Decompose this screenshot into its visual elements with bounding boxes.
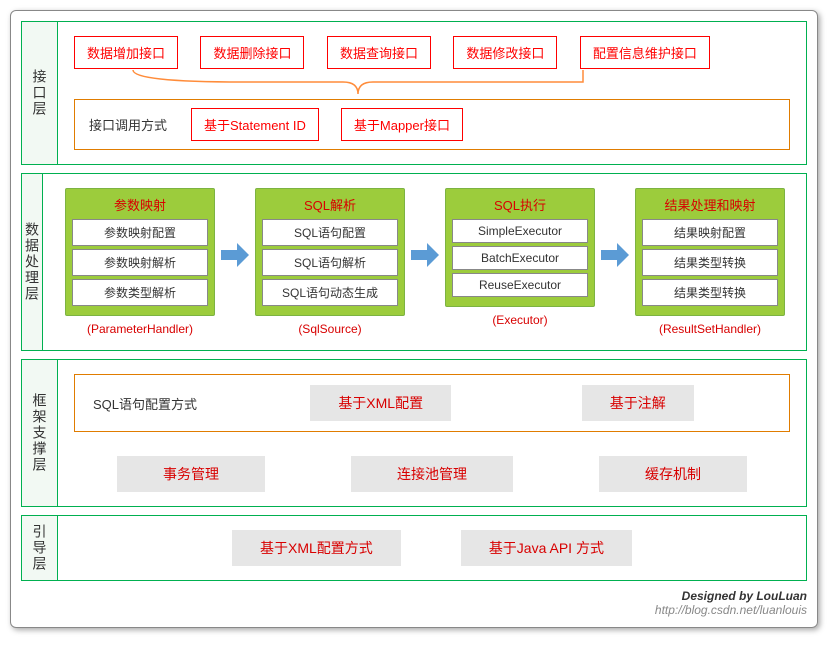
- bootstrap-row: 基于XML配置方式 基于Java API 方式: [74, 530, 790, 566]
- layer-bootstrap-label: 引导层: [22, 516, 58, 580]
- proc-title-0: 参数映射: [72, 195, 208, 214]
- feature-tx: 事务管理: [117, 456, 265, 492]
- bootstrap-xml: 基于XML配置方式: [232, 530, 401, 566]
- brace-connector: [128, 68, 588, 96]
- layer-support-label: 框架支撑层: [22, 360, 58, 506]
- proc-item: 结果类型转换: [642, 249, 778, 276]
- support-features-row: 事务管理 连接池管理 缓存机制: [74, 456, 790, 492]
- api-add: 数据增加接口: [74, 36, 178, 69]
- proc-item: BatchExecutor: [452, 246, 588, 270]
- proc-title-2: SQL执行: [452, 195, 588, 214]
- layer-interface-label: 接口层: [22, 22, 58, 164]
- arrow-icon: [411, 243, 439, 267]
- api-config: 配置信息维护接口: [580, 36, 710, 69]
- proc-item: SQL语句动态生成: [262, 279, 398, 306]
- api-delete: 数据删除接口: [200, 36, 304, 69]
- api-row: 数据增加接口 数据删除接口 数据查询接口 数据修改接口 配置信息维护接口: [74, 36, 790, 69]
- footer: Designed by LouLuan http://blog.csdn.net…: [21, 589, 807, 617]
- call-statement-id: 基于Statement ID: [191, 108, 319, 141]
- proc-title-3: 结果处理和映射: [642, 195, 778, 214]
- proc-col-sqlparse: SQL解析 SQL语句配置 SQL语句解析 SQL语句动态生成 (SqlSour…: [249, 188, 411, 336]
- proc-col-result: 结果处理和映射 结果映射配置 结果类型转换 结果类型转换 (ResultSetH…: [629, 188, 791, 336]
- sql-config-xml: 基于XML配置: [310, 385, 451, 421]
- proc-item: 参数类型解析: [72, 279, 208, 306]
- proc-title-1: SQL解析: [262, 195, 398, 214]
- proc-item: SQL语句解析: [262, 249, 398, 276]
- footer-author: Designed by LouLuan: [21, 589, 807, 603]
- proc-col-sqlexec: SQL执行 SimpleExecutor BatchExecutor Reuse…: [439, 188, 601, 327]
- feature-pool: 连接池管理: [351, 456, 513, 492]
- proc-item: SQL语句配置: [262, 219, 398, 246]
- proc-item: 结果映射配置: [642, 219, 778, 246]
- proc-col-param: 参数映射 参数映射配置 参数映射解析 参数类型解析 (ParameterHand…: [59, 188, 221, 336]
- proc-item: SimpleExecutor: [452, 219, 588, 243]
- sql-config-anno: 基于注解: [582, 385, 694, 421]
- proc-item: 参数映射配置: [72, 219, 208, 246]
- proc-caption-0: (ParameterHandler): [87, 322, 193, 336]
- proc-item: ReuseExecutor: [452, 273, 588, 297]
- arrow-icon: [221, 243, 249, 267]
- call-method-label: 接口调用方式: [75, 105, 181, 144]
- proc-caption-1: (SqlSource): [298, 322, 361, 336]
- api-query: 数据查询接口: [327, 36, 431, 69]
- proc-item: 参数映射解析: [72, 249, 208, 276]
- proc-caption-3: (ResultSetHandler): [659, 322, 761, 336]
- call-method-box: 接口调用方式 基于Statement ID 基于Mapper接口: [74, 99, 790, 150]
- arrow-icon: [601, 243, 629, 267]
- feature-cache: 缓存机制: [599, 456, 747, 492]
- api-update: 数据修改接口: [453, 36, 557, 69]
- layer-support: 框架支撑层 SQL语句配置方式 基于XML配置 基于注解 事务管理 连接池管理 …: [21, 359, 807, 507]
- layer-interface: 接口层 数据增加接口 数据删除接口 数据查询接口 数据修改接口 配置信息维护接口…: [21, 21, 807, 165]
- layer-bootstrap: 引导层 基于XML配置方式 基于Java API 方式: [21, 515, 807, 581]
- bootstrap-java: 基于Java API 方式: [461, 530, 632, 566]
- footer-url: http://blog.csdn.net/luanlouis: [21, 603, 807, 617]
- proc-caption-2: (Executor): [492, 313, 547, 327]
- proc-item: 结果类型转换: [642, 279, 778, 306]
- processing-row: 参数映射 参数映射配置 参数映射解析 参数类型解析 (ParameterHand…: [59, 188, 791, 336]
- layer-processing-label: 数据处理层: [22, 174, 43, 350]
- call-mapper: 基于Mapper接口: [341, 108, 463, 141]
- sql-config-box: SQL语句配置方式 基于XML配置 基于注解: [74, 374, 790, 432]
- sql-config-label: SQL语句配置方式: [75, 382, 215, 425]
- diagram-root: 接口层 数据增加接口 数据删除接口 数据查询接口 数据修改接口 配置信息维护接口…: [10, 10, 818, 628]
- layer-processing: 数据处理层 参数映射 参数映射配置 参数映射解析 参数类型解析 (Paramet…: [21, 173, 807, 351]
